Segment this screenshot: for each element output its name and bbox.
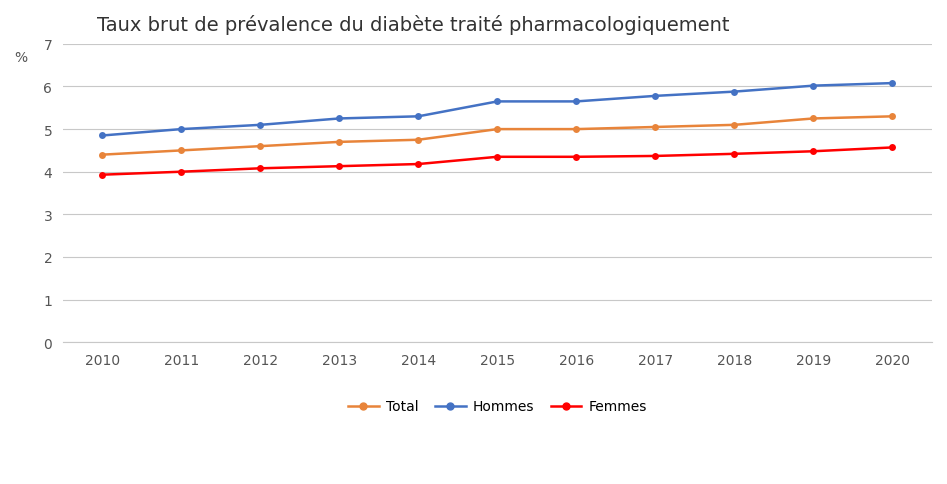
Hommes [333, 116, 345, 122]
Total [413, 137, 424, 143]
Hommes [491, 99, 503, 105]
Hommes [413, 114, 424, 120]
Total [729, 122, 741, 128]
Total [571, 127, 582, 133]
Total [491, 127, 503, 133]
Total [808, 116, 819, 122]
Legend: Total, Hommes, Femmes: Total, Hommes, Femmes [343, 394, 652, 419]
Femmes [97, 172, 108, 178]
Line: Femmes: Femmes [98, 145, 896, 179]
Hommes [97, 133, 108, 139]
Line: Hommes: Hommes [98, 80, 896, 140]
Hommes [886, 81, 898, 87]
Femmes [650, 154, 661, 160]
Femmes [886, 145, 898, 151]
Total [97, 152, 108, 158]
Hommes [808, 84, 819, 90]
Total [886, 114, 898, 120]
Line: Total: Total [98, 114, 896, 159]
Hommes [650, 94, 661, 100]
Text: %: % [14, 51, 27, 65]
Total [255, 144, 266, 150]
Femmes [255, 166, 266, 172]
Femmes [491, 154, 503, 160]
Femmes [808, 149, 819, 155]
Femmes [571, 154, 582, 160]
Femmes [413, 162, 424, 167]
Femmes [175, 169, 187, 175]
Total [650, 125, 661, 131]
Hommes [571, 99, 582, 105]
Text: Taux brut de prévalence du diabète traité pharmacologiquement: Taux brut de prévalence du diabète trait… [98, 15, 730, 35]
Hommes [729, 90, 741, 95]
Total [175, 148, 187, 154]
Total [333, 140, 345, 146]
Hommes [175, 127, 187, 133]
Femmes [729, 151, 741, 157]
Hommes [255, 122, 266, 128]
Femmes [333, 164, 345, 170]
